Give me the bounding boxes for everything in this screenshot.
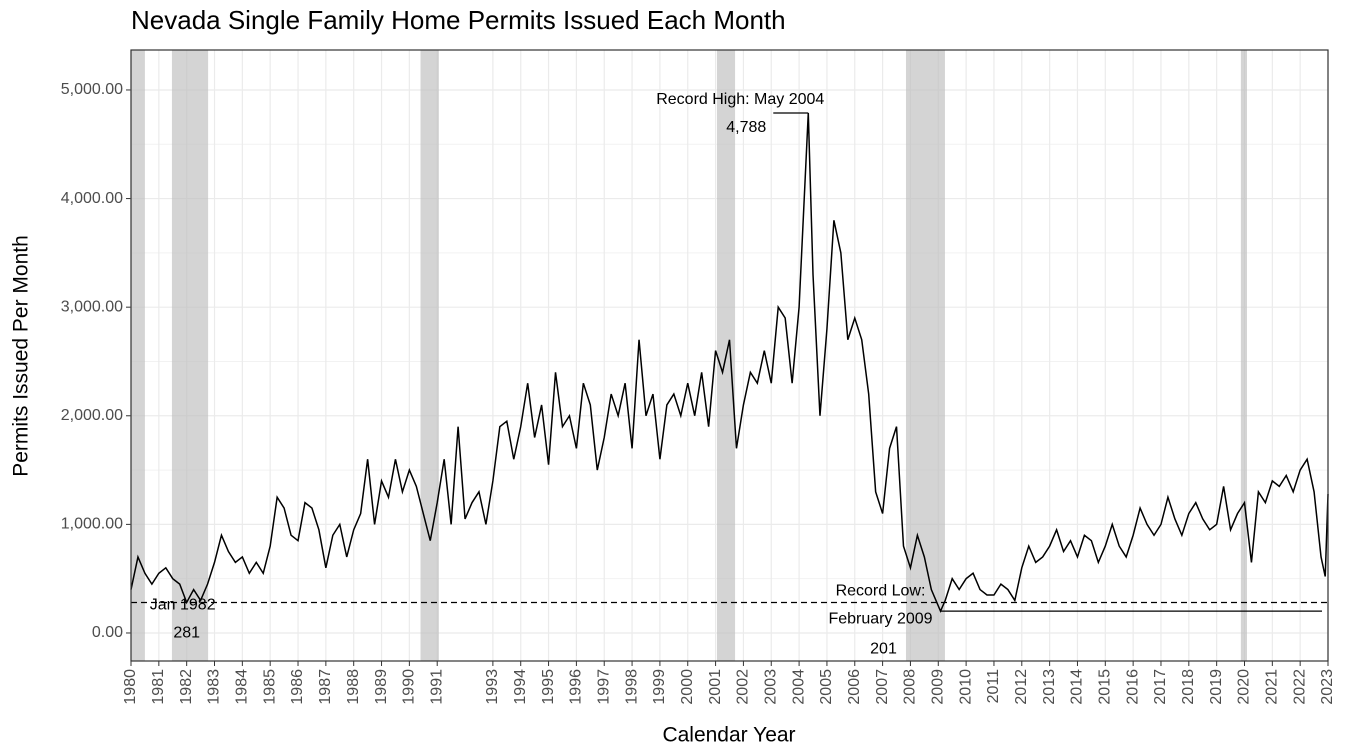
- y-tick-label: 0.00: [92, 624, 123, 641]
- x-tick-label: 2001: [707, 669, 724, 705]
- x-axis-label: Calendar Year: [662, 724, 795, 747]
- x-tick-label: 1984: [234, 669, 251, 705]
- x-tick-label: 1998: [623, 669, 640, 705]
- x-tick-label: 2014: [1069, 669, 1086, 705]
- annotation-label: Record High: May 2004: [656, 91, 824, 108]
- panel-border: [130, 49, 1329, 662]
- x-tick-label: 2019: [1208, 669, 1225, 705]
- x-tick-label: 2007: [874, 669, 891, 705]
- x-tick-label: 2023: [1319, 669, 1336, 705]
- x-tick-label: 1990: [401, 669, 418, 705]
- x-tick-label: 1994: [512, 669, 529, 705]
- x-tick-label: 2022: [1291, 669, 1308, 705]
- x-tick-label: 1988: [345, 669, 362, 705]
- x-tick-label: 2009: [929, 669, 946, 705]
- x-tick-label: 2012: [1013, 669, 1030, 705]
- x-tick-label: 2008: [902, 669, 919, 705]
- x-tick-label: 2013: [1041, 669, 1058, 705]
- annotation-label: Record Low:: [836, 582, 926, 599]
- x-tick-label: 2004: [790, 669, 807, 705]
- annotation-value: 201: [870, 640, 897, 657]
- annotation-value: 281: [173, 625, 200, 642]
- x-tick-label: 2017: [1152, 669, 1169, 705]
- x-tick-label: 2005: [818, 669, 835, 705]
- data-line: [130, 112, 1329, 614]
- x-tick-label: 1982: [178, 669, 195, 705]
- x-tick-label: 2021: [1264, 669, 1281, 705]
- y-axis-label: Permits Issued Per Month: [10, 235, 33, 477]
- x-tick-label: 2002: [735, 669, 752, 705]
- x-tick-label: 1981: [150, 669, 167, 705]
- x-tick-label: 2015: [1097, 669, 1114, 705]
- x-tick-label: 1986: [289, 669, 306, 705]
- y-tick-label: 5,000.00: [61, 81, 123, 98]
- x-tick-label: 2020: [1236, 669, 1253, 705]
- x-tick-label: 1980: [122, 669, 139, 705]
- x-tick-label: 1991: [428, 669, 445, 705]
- annotation-label: Jan 1982: [150, 597, 216, 614]
- shaded-period: [1240, 50, 1247, 661]
- x-tick-label: 2011: [985, 669, 1002, 704]
- x-tick-label: 2006: [846, 669, 863, 705]
- shaded-period: [171, 50, 209, 661]
- x-tick-label: 1987: [317, 669, 334, 705]
- x-tick-label: 1989: [373, 669, 390, 705]
- x-tick-label: 1985: [261, 669, 278, 705]
- annotation-value: 4,788: [726, 119, 766, 136]
- x-tick-label: 2018: [1180, 669, 1197, 705]
- y-tick-label: 3,000.00: [61, 298, 123, 315]
- x-tick-label: 2010: [957, 669, 974, 705]
- y-tick-label: 4,000.00: [61, 190, 123, 207]
- x-tick-label: 2016: [1124, 669, 1141, 705]
- shaded-period: [420, 50, 439, 661]
- x-tick-label: 1995: [540, 669, 557, 705]
- x-tick-label: 2003: [762, 669, 779, 705]
- shaded-period: [131, 50, 145, 661]
- y-tick-label: 1,000.00: [61, 516, 123, 533]
- x-tick-label: 1993: [484, 669, 501, 705]
- x-tick-label: 1996: [568, 669, 585, 705]
- x-tick-label: 2000: [679, 669, 696, 705]
- chart-title: Nevada Single Family Home Permits Issued…: [131, 5, 786, 35]
- x-tick-label: 1999: [651, 669, 668, 705]
- y-tick-label: 2,000.00: [61, 407, 123, 424]
- x-tick-label: 1983: [206, 669, 223, 705]
- annotation-label: February 2009: [828, 610, 932, 627]
- shaded-period: [905, 50, 945, 661]
- x-tick-label: 1997: [595, 669, 612, 705]
